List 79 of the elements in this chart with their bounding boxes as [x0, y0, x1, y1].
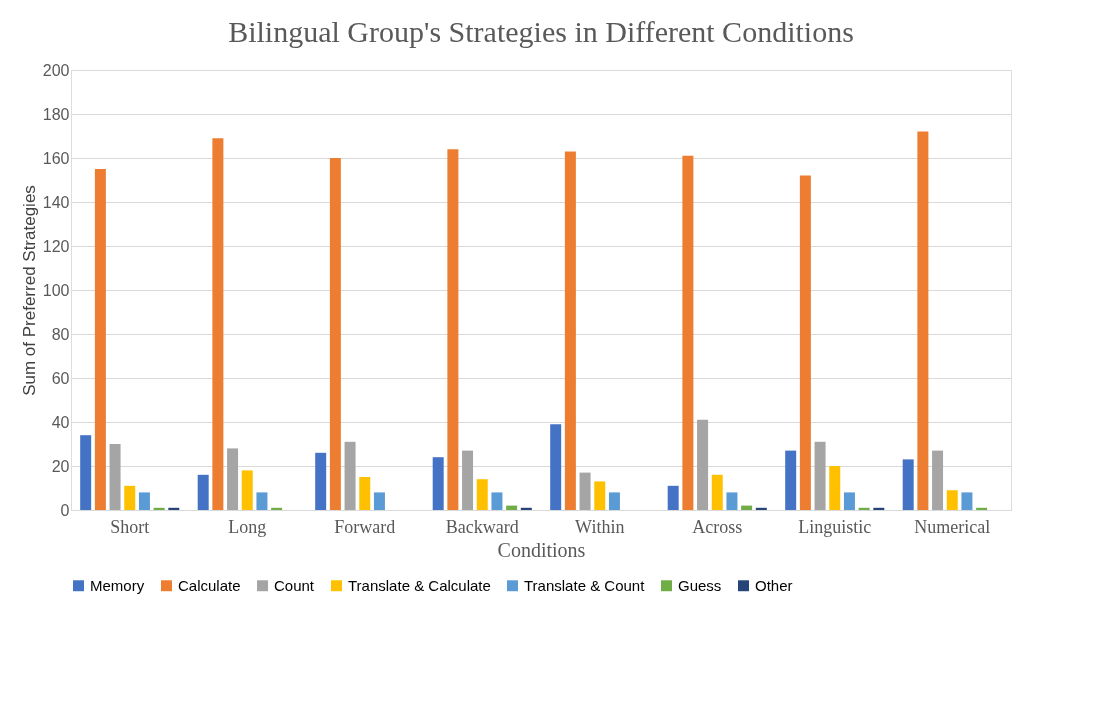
bar	[476, 479, 488, 510]
bar	[315, 452, 327, 510]
y-tick-label: 20	[51, 457, 70, 475]
bar	[697, 419, 709, 510]
x-tick-label: Forward	[334, 516, 396, 537]
bar	[961, 492, 973, 510]
bar	[359, 477, 371, 510]
y-tick-label: 100	[42, 281, 70, 299]
bar	[564, 151, 576, 510]
y-tick-label: 40	[51, 413, 70, 431]
bar	[447, 149, 459, 510]
bar	[799, 175, 811, 510]
bar	[579, 472, 591, 510]
bar	[843, 492, 855, 510]
x-axis-title: Conditions	[497, 538, 586, 561]
bar	[168, 507, 180, 510]
legend-label: Count	[274, 576, 315, 594]
bar	[550, 424, 562, 510]
bar	[917, 131, 929, 510]
x-tick-label: Long	[228, 516, 267, 537]
bar	[506, 505, 518, 510]
bar	[94, 169, 106, 510]
legend-label: Translate & Calculate	[348, 576, 491, 594]
bar	[608, 492, 620, 510]
bar	[109, 444, 121, 510]
bar	[873, 507, 885, 510]
bar	[80, 435, 92, 510]
x-tick-label: Within	[575, 516, 625, 537]
bar	[138, 492, 150, 510]
bar	[755, 507, 767, 510]
bar	[227, 448, 239, 510]
bar	[682, 155, 694, 510]
bar	[373, 492, 385, 510]
y-tick-label: 60	[51, 369, 70, 387]
chart-title: Bilingual Group's Strategies in Different Conditions	[228, 15, 854, 48]
y-axis-title: Sum of Preferred Strategies	[19, 185, 39, 396]
bar	[667, 485, 679, 510]
bar	[124, 485, 136, 510]
bar	[212, 138, 224, 510]
x-tick-label: Across	[692, 516, 743, 537]
bar	[153, 507, 165, 510]
bar	[946, 490, 958, 510]
y-tick-label: 200	[42, 61, 70, 79]
bar	[197, 474, 209, 510]
legend-label: Memory	[90, 576, 145, 594]
bar	[594, 481, 606, 510]
y-tick-label: 140	[42, 193, 70, 211]
bar	[491, 492, 503, 510]
legend-label: Calculate	[178, 576, 241, 594]
bar	[829, 466, 841, 510]
bar	[932, 450, 944, 510]
bar	[726, 492, 738, 510]
bar	[462, 450, 474, 510]
bar	[520, 507, 532, 510]
x-tick-label: Numerical	[914, 516, 991, 537]
y-tick-label: 120	[42, 237, 70, 255]
bar	[344, 441, 356, 510]
y-tick-label: 160	[42, 149, 70, 167]
bar	[432, 457, 444, 510]
x-tick-label: Backward	[445, 516, 519, 537]
bar	[241, 470, 253, 510]
y-tick-label: 180	[42, 105, 70, 123]
bar	[741, 505, 753, 510]
legend-label: Translate & Count	[524, 576, 646, 594]
bar	[271, 507, 283, 510]
bar	[814, 441, 826, 510]
bar	[256, 492, 268, 510]
bar	[858, 507, 870, 510]
bar	[785, 450, 797, 510]
x-tick-label: Short	[110, 516, 150, 537]
legend-label: Other	[755, 576, 793, 594]
legend-label: Guess	[678, 576, 722, 594]
y-tick-label: 80	[51, 325, 70, 343]
bar	[711, 474, 723, 510]
bar	[976, 507, 988, 510]
bar	[329, 158, 341, 510]
x-tick-label: Linguistic	[798, 516, 872, 537]
bar	[902, 459, 914, 510]
y-tick-label: 0	[60, 501, 70, 519]
